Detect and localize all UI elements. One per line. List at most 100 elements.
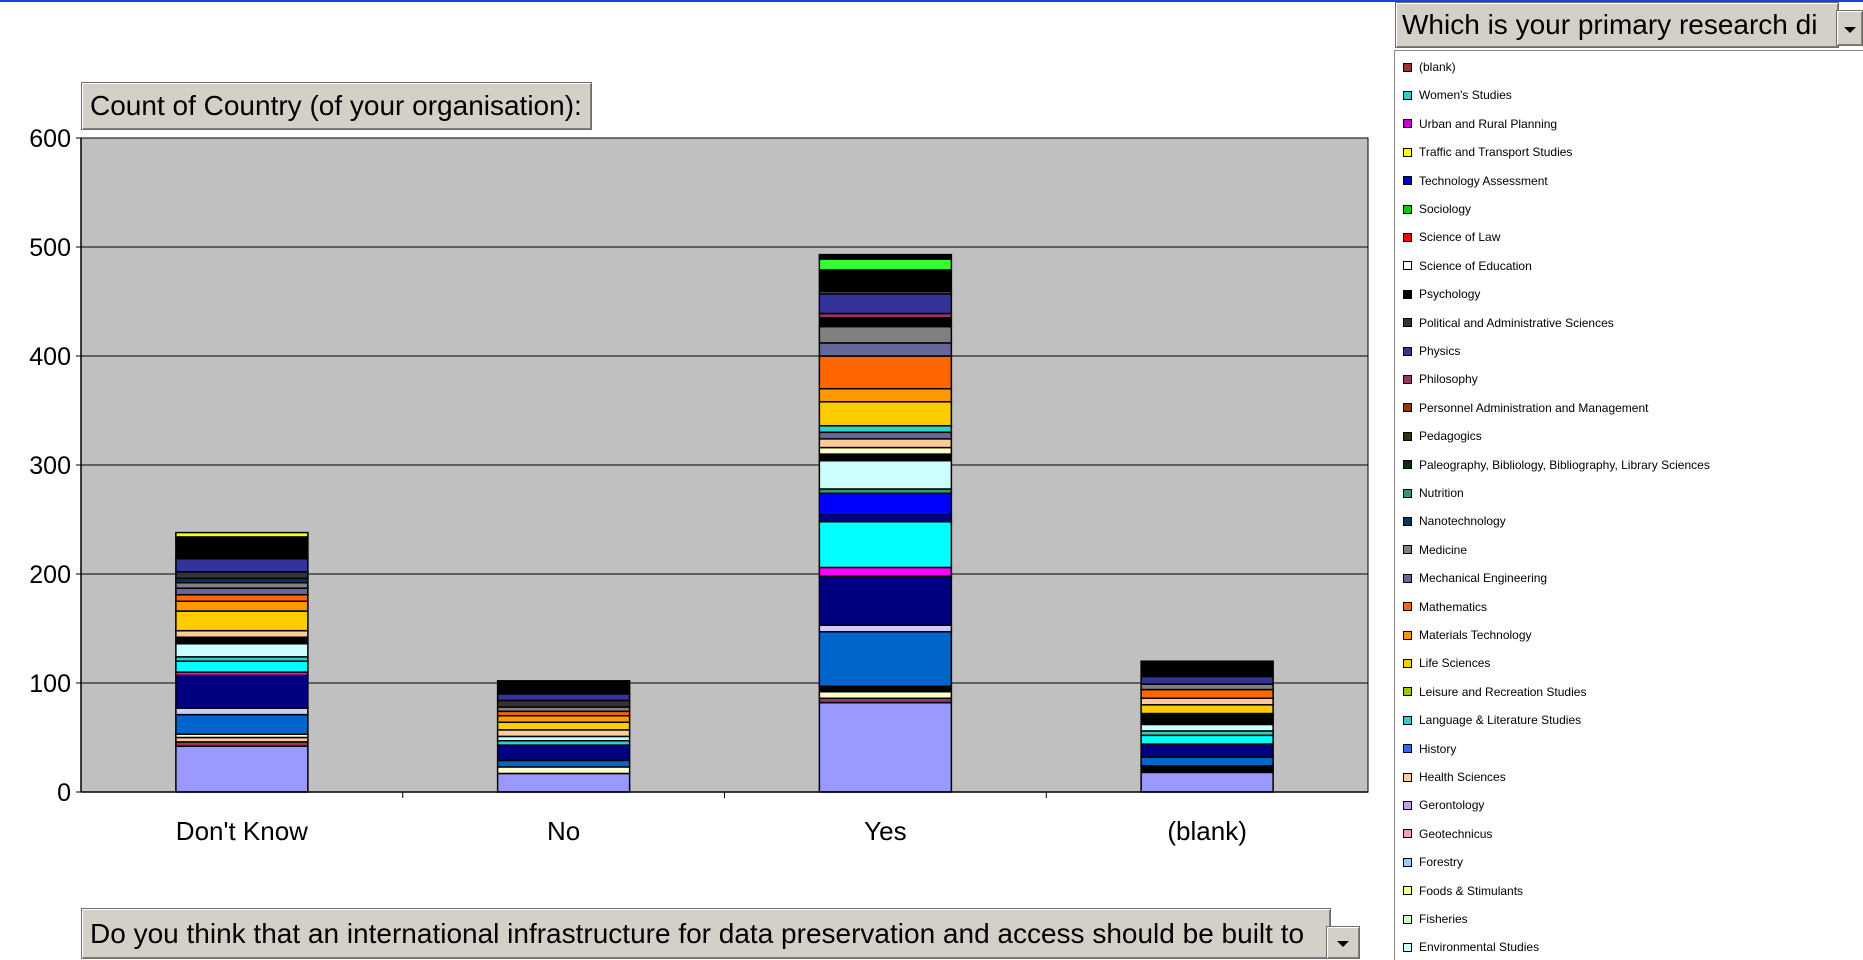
legend-label: Nutrition (1419, 486, 1464, 500)
bar-segment (496, 766, 631, 775)
bar-segment (818, 425, 953, 434)
legend-label: Urban and Rural Planning (1419, 116, 1558, 131)
legend-item: Mechanical Engineering (1403, 568, 1547, 588)
y-tick-label: 200 (29, 561, 71, 589)
bar-segment (1140, 688, 1274, 700)
legend-swatch (1403, 914, 1412, 924)
data-field-button[interactable]: Count of Country (of your organisation): (81, 82, 592, 130)
category-field-label: Do you think that an international infra… (90, 918, 1305, 949)
legend-swatch (1403, 488, 1412, 498)
legend-label: (blank) (1419, 60, 1456, 74)
bar-segment (175, 593, 309, 603)
bar-segment (175, 629, 309, 638)
legend-swatch (1403, 772, 1412, 782)
bar-segment (818, 342, 953, 357)
bar-segment (496, 680, 631, 695)
legend-item: Materials Technology (1403, 625, 1532, 645)
legend-swatch (1403, 687, 1412, 697)
legend-label: Medicine (1419, 542, 1468, 557)
y-tick-label: 300 (29, 452, 71, 480)
legend-label: Forestry (1419, 855, 1464, 870)
legend-item: Physics (1403, 341, 1460, 361)
page-field-button[interactable]: Which is your primary research di (1395, 2, 1839, 48)
bar-segment (175, 536, 309, 560)
legend-label: Materials Technology (1419, 628, 1532, 642)
bar-segment (175, 600, 309, 612)
legend-item: Foods & Stimulants (1403, 881, 1523, 901)
bar-segment (1140, 743, 1274, 758)
bar-segment (175, 660, 309, 673)
chevron-down-icon (1337, 941, 1349, 947)
legend-item: Science of Education (1403, 256, 1532, 276)
x-category-label: Don't Know (176, 816, 308, 846)
y-tick-label: 100 (29, 670, 71, 698)
bar-segment (1140, 660, 1274, 678)
bar-segment (818, 624, 953, 633)
legend-label: Technology Assessment (1419, 173, 1548, 188)
legend-item: Leisure and Recreation Studies (1403, 682, 1586, 702)
y-tick-label: 0 (57, 779, 71, 807)
bar-segment (818, 431, 953, 440)
bar-segment (175, 707, 309, 716)
legend-label: Paleography, Bibliology, Bibliography, L… (1419, 457, 1710, 472)
legend-item: Language & Literature Studies (1403, 710, 1581, 730)
bar-segment (496, 714, 631, 723)
legend-swatch (1403, 460, 1412, 470)
legend-item: Psychology (1403, 284, 1480, 304)
category-field-dropdown[interactable] (1326, 926, 1360, 959)
bar-segment (818, 453, 953, 462)
legend-swatch (1403, 403, 1412, 413)
legend-swatch (1403, 942, 1412, 952)
legend-swatch (1403, 90, 1412, 100)
legend-swatch (1403, 204, 1412, 214)
legend-swatch (1403, 545, 1412, 555)
bar-segment (1140, 697, 1274, 706)
legend-swatch (1403, 630, 1412, 640)
legend-swatch (1403, 318, 1412, 328)
bar-segment (1140, 675, 1274, 685)
x-category-label: (blank) (1167, 816, 1246, 846)
legend-item: (blank) (1403, 57, 1456, 77)
bar-segment (175, 713, 309, 735)
legend-label: Fisheries (1419, 912, 1468, 926)
legend-label: Nanotechnology (1419, 514, 1506, 529)
legend-item: Environmental Studies (1403, 937, 1539, 957)
bar-segment (818, 459, 953, 490)
page-field-label: Which is your primary research di (1402, 9, 1818, 40)
bar-segment (818, 492, 953, 516)
bar-segment (1140, 723, 1274, 732)
legend: (blank) Women's Studies Urban and Rural Pl… (1394, 50, 1863, 960)
bar-segment (496, 729, 631, 738)
legend-label: Mathematics (1419, 599, 1488, 614)
legend-label: Environmental Studies (1419, 940, 1540, 955)
legend-label: Leisure and Recreation Studies (1419, 684, 1587, 699)
bar-segment (496, 744, 631, 762)
category-field-button[interactable]: Do you think that an international infra… (81, 908, 1331, 959)
bar-segment (818, 317, 953, 328)
legend-swatch (1403, 119, 1412, 129)
legend-swatch (1403, 176, 1412, 186)
bar-segment (818, 446, 953, 455)
legend-label: Gerontology (1419, 798, 1485, 813)
chevron-down-icon (1843, 26, 1856, 33)
x-category-label: Yes (864, 816, 906, 846)
legend-item: Health Sciences (1403, 767, 1506, 787)
legend-label: Life Sciences (1419, 656, 1491, 671)
legend-label: Traffic and Transport Studies (1419, 145, 1573, 160)
legend-label: Personnel Administration and Management (1419, 400, 1649, 415)
bar-segment (818, 631, 953, 688)
legend-item: Sociology (1403, 199, 1471, 219)
page-field-dropdown[interactable] (1836, 10, 1863, 46)
legend-swatch (1403, 602, 1412, 612)
legend-swatch (1403, 857, 1412, 867)
bar-segment (1140, 734, 1274, 745)
bar-segment (175, 571, 309, 580)
legend-swatch (1403, 62, 1412, 72)
legend-swatch (1403, 573, 1412, 583)
bar-segment (1140, 771, 1274, 793)
bar-segment (818, 355, 953, 390)
legend-label: Women's Studies (1419, 88, 1512, 103)
bar-segment (818, 690, 953, 700)
bar-segment (818, 293, 953, 315)
legend-label: History (1419, 741, 1457, 756)
